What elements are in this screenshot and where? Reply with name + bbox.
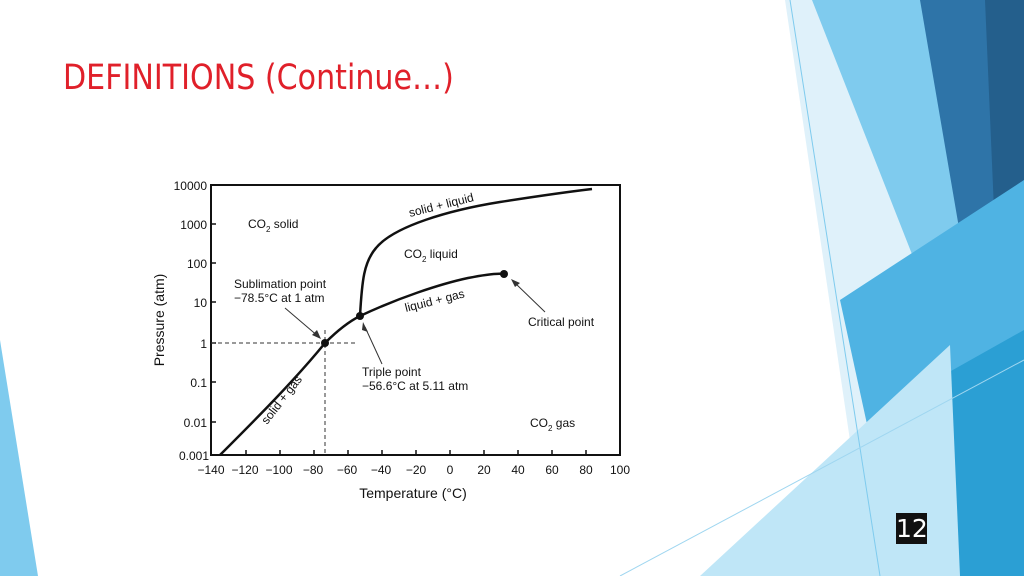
critical-point-marker — [500, 270, 508, 278]
x-tick-label: 40 — [511, 463, 525, 477]
deco-thin-line-2 — [619, 359, 1024, 576]
x-tick-label: 60 — [545, 463, 559, 477]
sublimation-point-value: −78.5°C at 1 atm — [234, 291, 325, 305]
deco-left-panel — [0, 340, 38, 576]
y-tick-label: 100 — [187, 257, 207, 271]
label-liquid-gas: liquid + gas — [403, 287, 466, 315]
x-tick-label: −60 — [337, 463, 358, 477]
liquid-gas-curve — [359, 272, 505, 318]
deco-thin-line — [789, 0, 881, 576]
x-tick-label: 100 — [610, 463, 630, 477]
x-tick-label: −80 — [303, 463, 324, 477]
y-tick-label: 1 — [200, 337, 207, 351]
region-label-liquid: CO2 liquid — [404, 247, 458, 264]
critical-point-arrow — [514, 282, 546, 313]
triple-point-arrow — [364, 326, 383, 365]
triple-point-title: Triple point — [362, 365, 422, 379]
y-axis-title: Pressure (atm) — [151, 274, 167, 367]
deco-bottom-panel — [700, 345, 960, 576]
region-label-gas: CO2 gas — [530, 416, 575, 433]
y-tick-label: 10 — [194, 296, 208, 310]
triple-point-marker — [356, 312, 364, 320]
sublimation-arrow — [284, 307, 320, 338]
y-tick-label: 0.01 — [184, 416, 208, 430]
x-tick-label: −20 — [406, 463, 427, 477]
x-tick-labels: −140 −120 −100 −80 −60 −40 −20 0 20 40 6… — [197, 463, 630, 477]
region-label-solid: CO2 solid — [248, 217, 298, 234]
critical-point-arrowhead — [511, 279, 520, 287]
x-tick-marks — [245, 450, 587, 455]
x-tick-label: 80 — [579, 463, 593, 477]
y-tick-label: 1000 — [180, 218, 207, 232]
x-tick-label: −40 — [371, 463, 392, 477]
sublimation-point-title: Sublimation point — [234, 277, 327, 291]
co2-phase-diagram: 10000 1000 100 10 1 0.1 0.01 0.001 −140 … — [151, 179, 630, 501]
sublimation-arrowhead — [312, 330, 321, 339]
slide-number: 12 — [896, 513, 928, 544]
label-solid-gas: solid + gas — [258, 373, 305, 427]
y-tick-label: 10000 — [174, 179, 208, 193]
sublimation-point-marker — [321, 339, 329, 347]
solid-liquid-curve — [358, 187, 593, 317]
x-tick-label: 0 — [447, 463, 454, 477]
x-tick-label: 20 — [477, 463, 491, 477]
triple-point-value: −56.6°C at 5.11 atm — [362, 379, 468, 393]
slide-title: DEFINITIONS (Continue…) — [63, 58, 454, 98]
x-axis-title: Temperature (°C) — [359, 485, 467, 501]
x-tick-label: −100 — [265, 463, 292, 477]
solid-gas-curve — [219, 314, 361, 456]
y-tick-marks — [211, 184, 216, 423]
y-tick-labels: 10000 1000 100 10 1 0.1 0.01 0.001 — [174, 179, 210, 463]
x-tick-label: −120 — [231, 463, 258, 477]
y-tick-label: 0.001 — [179, 449, 209, 463]
triple-point-arrowhead — [362, 322, 368, 332]
x-tick-label: −140 — [197, 463, 224, 477]
y-tick-label: 0.1 — [190, 376, 207, 390]
critical-point-label: Critical point — [528, 315, 595, 329]
